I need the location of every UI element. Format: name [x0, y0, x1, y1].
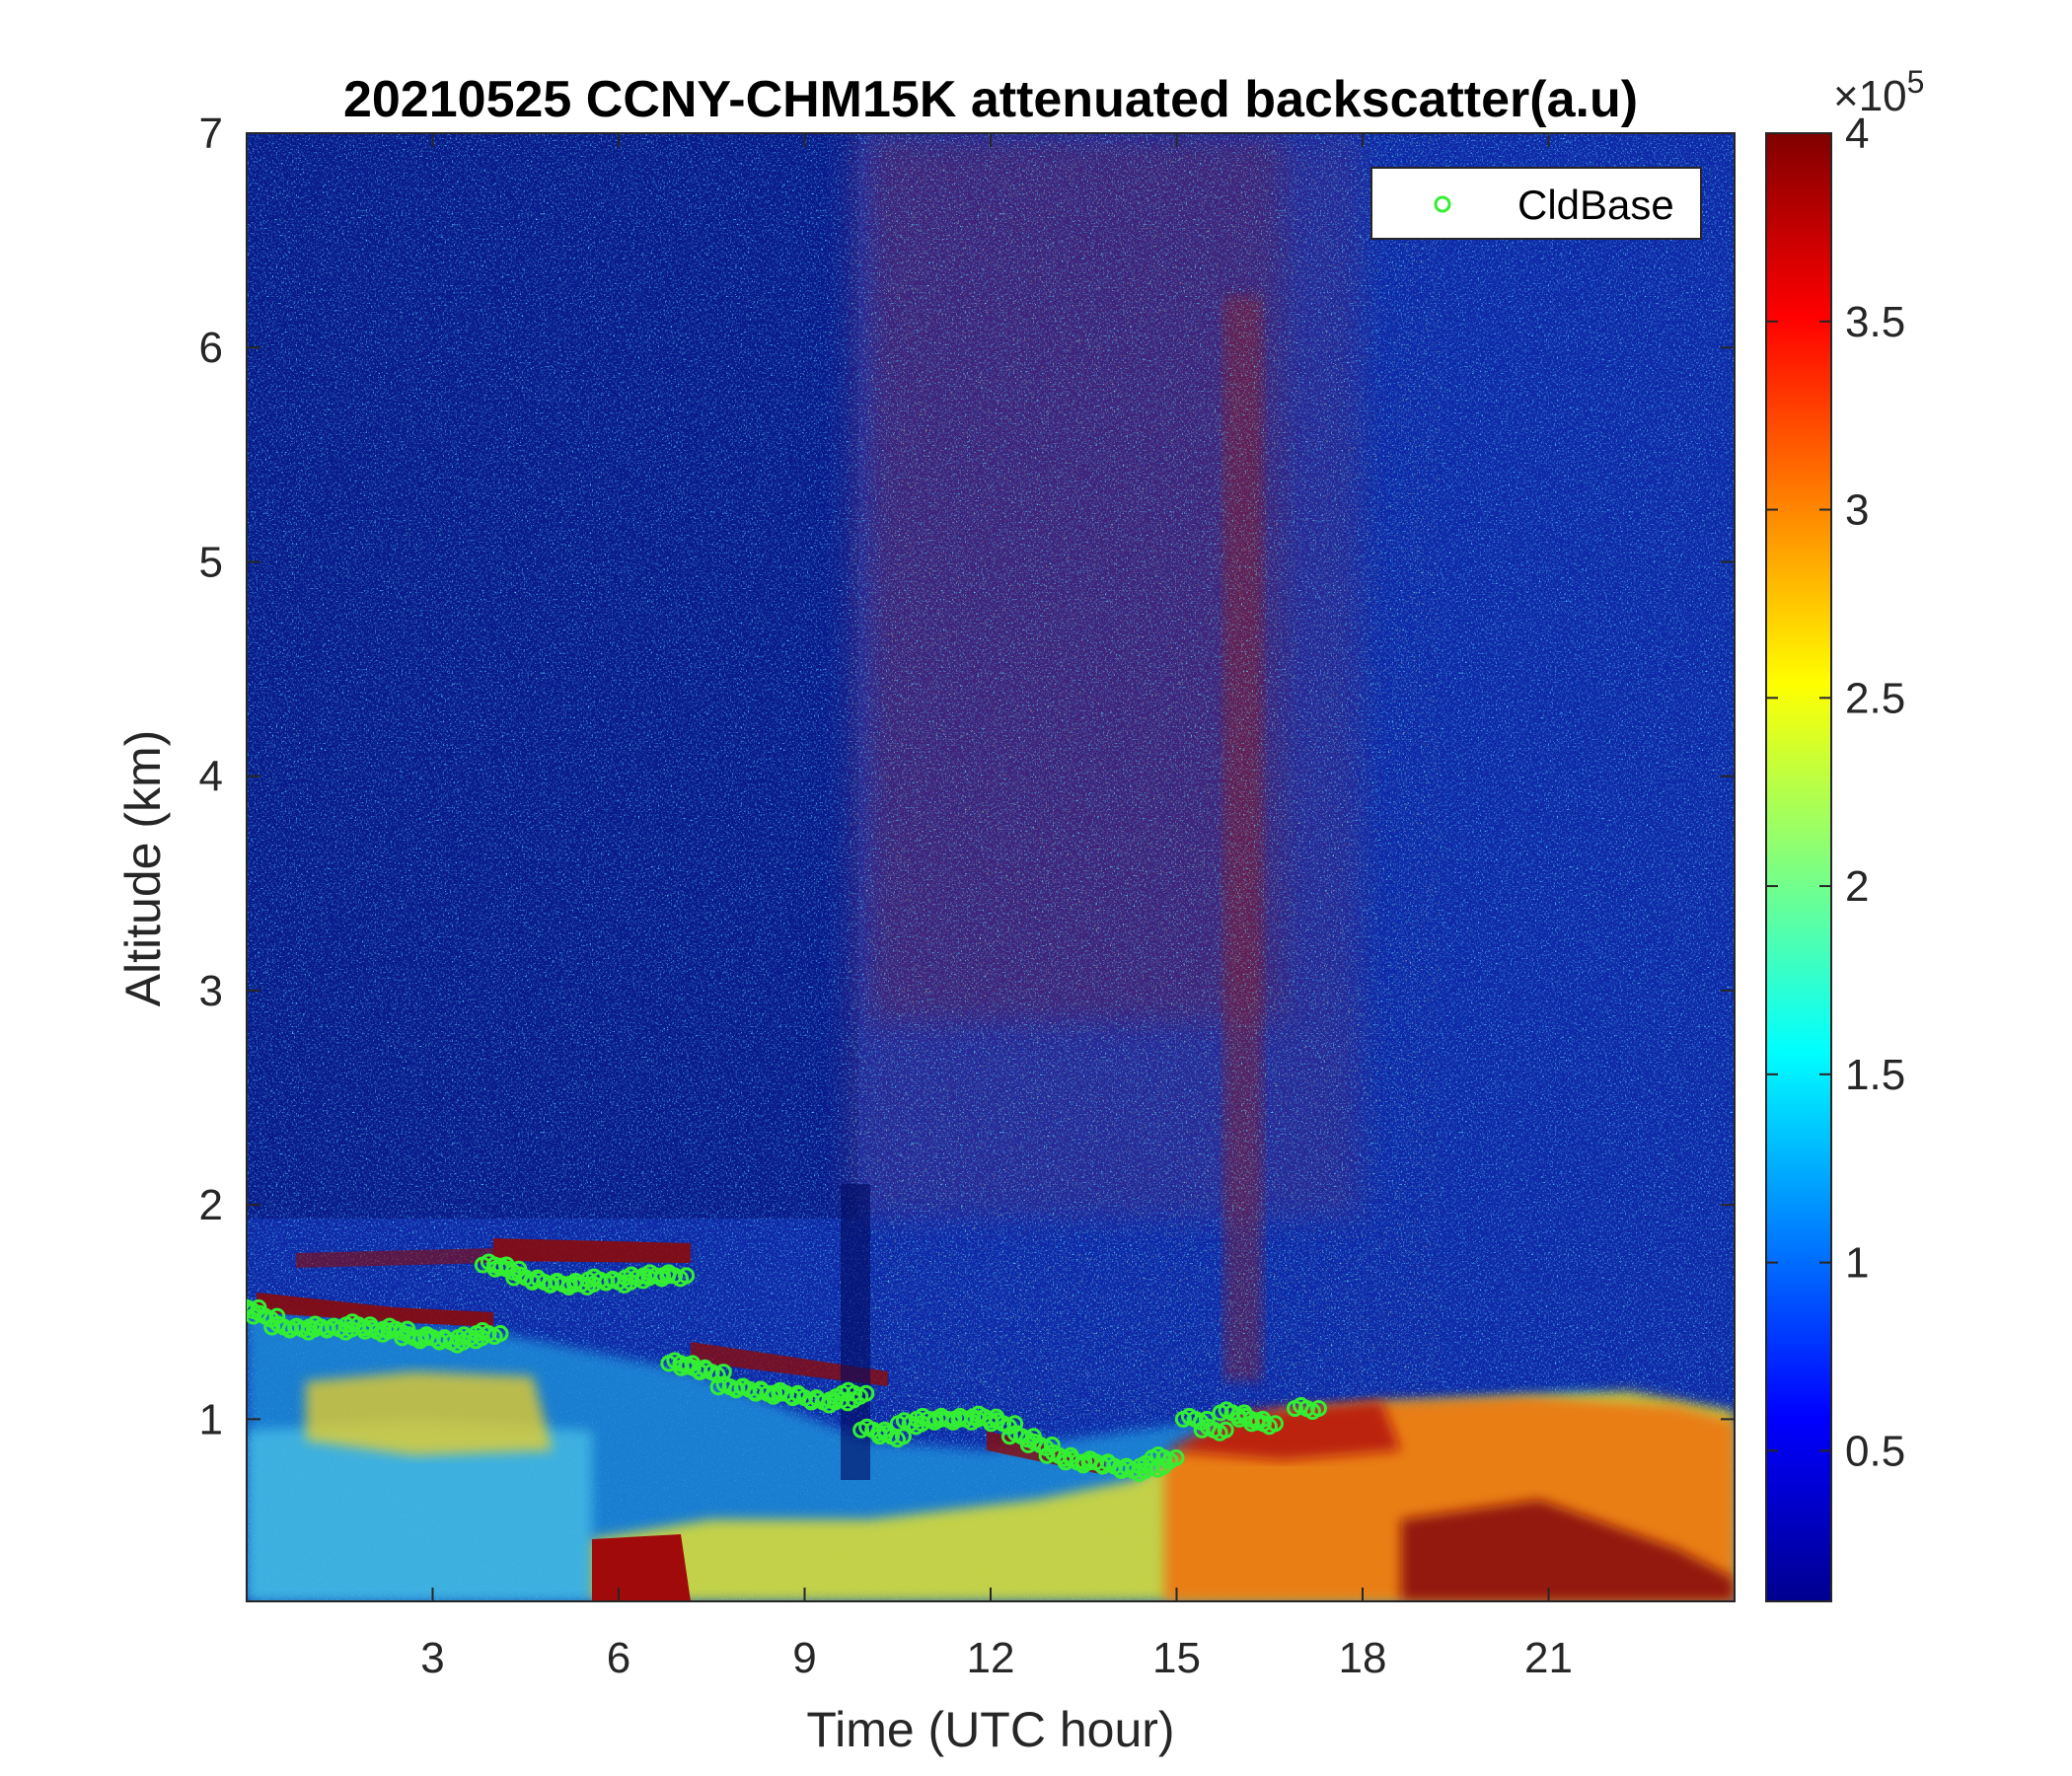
y-tick-label: 4 [199, 753, 223, 801]
y-tick-label: 3 [199, 967, 223, 1015]
colorbar-tick-label: 2.5 [1845, 674, 1905, 722]
y-tick-label: 1 [199, 1395, 223, 1443]
x-tick-label: 12 [967, 1634, 1015, 1682]
x-tick-label: 9 [792, 1634, 816, 1682]
colorbar-tick-label: 0.5 [1845, 1427, 1905, 1475]
cldbase-point [491, 1324, 509, 1342]
cldbase-point [1309, 1399, 1327, 1417]
colorbar-tick-label: 3.5 [1845, 298, 1905, 346]
cldbase-point [714, 1364, 732, 1381]
cldbase-point [1217, 1421, 1234, 1439]
y-axis: 1 2 3 4 5 6 7 [199, 110, 1735, 1443]
x-tick-label: 21 [1524, 1634, 1573, 1682]
cldbase-point [228, 1300, 242, 1314]
colorbar-tick-label: 3 [1845, 486, 1869, 535]
colorbar-exponent-base: ×10 [1833, 72, 1907, 120]
y-tick-label: 5 [199, 538, 223, 586]
colorbar-tick-label: 2 [1845, 862, 1869, 911]
y-tick-label: 6 [199, 324, 223, 372]
cldbase-point [247, 1298, 250, 1311]
colorbar [1766, 133, 1831, 1601]
x-tick-label: 18 [1339, 1634, 1387, 1682]
cldbase-point [857, 1384, 875, 1402]
y-axis-label: Altitude (km) [115, 730, 171, 1007]
x-axis-label: Time (UTC hour) [806, 1702, 1174, 1757]
colorbar-frame [1765, 132, 1832, 1602]
x-tick-label: 6 [607, 1634, 630, 1682]
y-tick-label: 7 [199, 110, 223, 158]
legend: CldBase [1370, 167, 1702, 240]
legend-label-cldbase: CldBase [1517, 182, 1674, 228]
x-axis: 3 6 9 12 15 18 21 [420, 133, 1573, 1682]
colorbar-exponent-power: 5 [1907, 64, 1925, 100]
y-tick-label: 2 [199, 1181, 223, 1229]
colorbar-tick-label: 4 [1845, 110, 1869, 158]
colorbar-tick-label: 1.5 [1845, 1051, 1905, 1099]
x-tick-label: 15 [1152, 1634, 1201, 1682]
colorbar-tick-label: 1 [1845, 1239, 1869, 1288]
cldbase-point [1167, 1448, 1185, 1466]
x-tick-label: 3 [420, 1634, 444, 1682]
colorbar-ticks: 0.5 1 1.5 2 2.5 3 3.5 4 [1766, 110, 1905, 1475]
chart-title: 20210525 CCNY-CHM15K attenuated backscat… [343, 71, 1638, 128]
heatmap-image [247, 133, 1735, 1601]
colorbar-exponent: ×105 [1833, 64, 1924, 120]
legend-marker-cldbase [1434, 195, 1451, 213]
legend-box [1370, 167, 1702, 240]
cldbase-point [678, 1267, 696, 1285]
cldbase-series [228, 1253, 1327, 1482]
cldbase-point [1266, 1415, 1284, 1433]
